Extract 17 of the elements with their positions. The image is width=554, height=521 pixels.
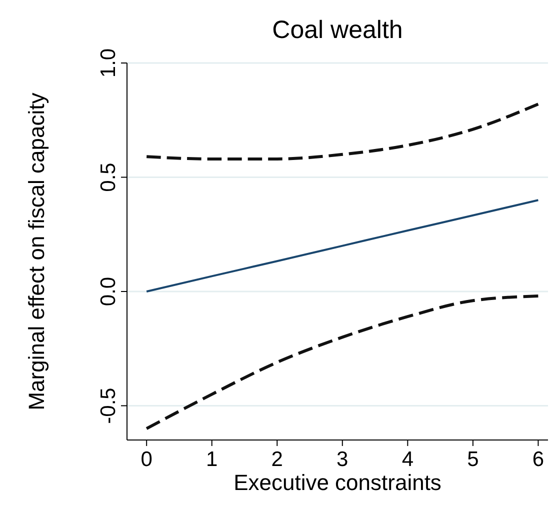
y-tick-label: 0.0 [97,276,120,306]
x-axis-title: Executive constraints [234,470,442,495]
x-tick-label: 2 [271,448,283,471]
x-tick-label: 0 [140,448,152,471]
x-tick-label: 1 [206,448,218,471]
x-tick-label: 3 [336,448,348,471]
x-tick-label: 6 [532,448,544,471]
y-tick-label: -0.5 [97,388,120,424]
line-series [145,102,540,160]
line-series [146,199,540,292]
chart-title: Coal wealth [272,16,403,44]
y-tick-label: 1.0 [97,48,120,78]
line-series [145,294,540,430]
y-axis-title: Marginal effect on fiscal capacity [24,92,49,410]
x-tick-label: 5 [467,448,479,471]
x-tick-label: 4 [402,448,414,471]
y-tick-label: 0.5 [97,162,120,192]
